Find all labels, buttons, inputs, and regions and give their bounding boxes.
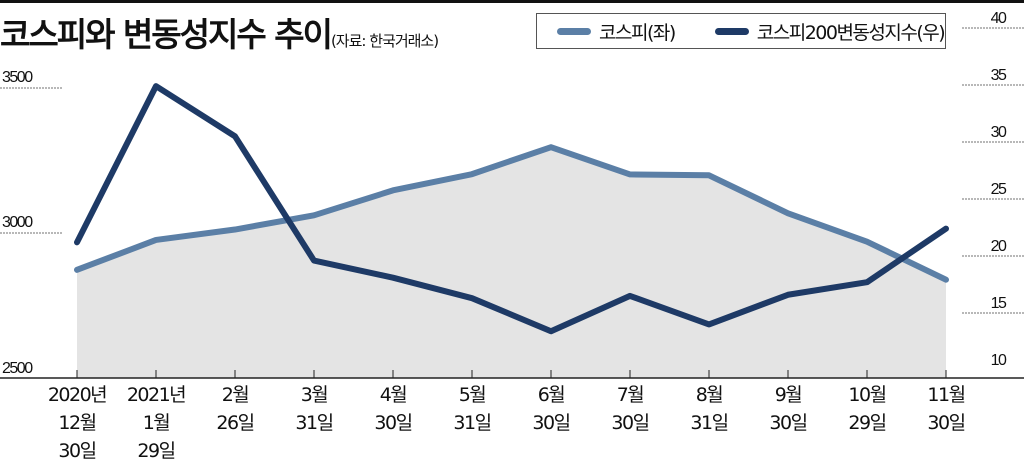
right-tick-label: 40: [991, 10, 1007, 27]
kospi-point: [471, 173, 473, 175]
vkospi-point: [945, 228, 947, 230]
x-tick-label: 2021년: [127, 384, 185, 406]
kospi-point: [787, 212, 789, 214]
legend-swatch-vkospi: [714, 27, 749, 35]
kospi-point: [945, 279, 947, 281]
vkospi-point: [550, 330, 552, 332]
kospi-point: [708, 174, 710, 176]
legend-swatch-kospi: [557, 27, 591, 35]
x-tick-label: 31일: [453, 412, 490, 434]
x-tick-label: 30일: [58, 440, 95, 462]
x-tick-label: 7월: [617, 384, 644, 406]
x-tick-label: 8월: [696, 384, 723, 406]
x-tick-label: 2월: [222, 384, 249, 406]
x-tick-label: 29일: [848, 412, 885, 434]
x-tick-label: 2020년: [48, 384, 106, 406]
vkospi-point: [392, 277, 394, 279]
vkospi-point: [155, 85, 157, 87]
kospi-point: [313, 214, 315, 216]
x-tick-label: 29일: [137, 440, 174, 462]
top-rule: [0, 0, 1024, 3]
left-tick-label: 2500: [2, 360, 33, 377]
left-tick-label: 3000: [2, 214, 33, 231]
x-tick-label: 30일: [374, 412, 411, 434]
title-text: 코스피와 변동성지수 추이: [0, 15, 333, 54]
right-tick-label: 10: [991, 352, 1007, 369]
vkospi-point: [708, 323, 710, 325]
x-tick-label: 30일: [769, 412, 806, 434]
kospi-point: [155, 239, 157, 241]
vkospi-line: [74, 83, 949, 335]
x-tick-label: 11월: [927, 384, 964, 406]
x-tick-label: 3월: [301, 384, 328, 406]
kospi-point: [76, 269, 78, 271]
vkospi-point: [313, 260, 315, 262]
x-tick-label: 1월: [143, 412, 170, 434]
kospi-point: [234, 229, 236, 231]
right-tick-label: 20: [991, 238, 1007, 255]
x-tick-label: 26일: [216, 412, 253, 434]
x-tick-label: 30일: [532, 412, 569, 434]
x-tick-label: 30일: [611, 412, 648, 434]
x-tick-label: 30일: [927, 412, 964, 434]
x-tick-label: 5월: [459, 384, 486, 406]
right-tick-label: 25: [991, 181, 1007, 198]
vkospi-point: [866, 281, 868, 283]
kospi-point: [392, 189, 394, 191]
kospi-point: [629, 173, 631, 175]
x-tick-label: 10월: [848, 384, 885, 406]
right-tick-label: 15: [991, 295, 1007, 312]
vkospi-point: [629, 295, 631, 297]
vkospi-point: [234, 135, 236, 137]
right-tick-label: 30: [991, 124, 1007, 141]
chart-title: 코스피와 변동성지수 추이(자료: 한국거래소): [0, 8, 439, 56]
legend: 코스피(좌) 코스피200변동성지수(우): [536, 13, 946, 49]
source-note: (자료: 한국거래소): [330, 32, 439, 50]
left-tick-label: 3500: [2, 69, 33, 86]
kospi-line: [74, 144, 949, 283]
vkospi-point: [787, 294, 789, 296]
right-tick-label: 35: [991, 67, 1007, 84]
x-tick-label: 31일: [295, 412, 332, 434]
vkospi-point: [76, 241, 78, 243]
kospi-point: [550, 146, 552, 148]
x-tick-label: 31일: [690, 412, 727, 434]
area-fill: [77, 147, 946, 378]
x-tick-label: 9월: [775, 384, 802, 406]
legend-label-vkospi: 코스피200변동성지수(우): [756, 21, 946, 44]
x-tick-label: 4월: [380, 384, 407, 406]
vkospi-point: [471, 297, 473, 299]
kospi-point: [866, 241, 868, 243]
x-tick-label: 12월: [58, 412, 95, 434]
x-tick-label: 6월: [538, 384, 565, 406]
legend-label-kospi: 코스피(좌): [599, 21, 676, 44]
